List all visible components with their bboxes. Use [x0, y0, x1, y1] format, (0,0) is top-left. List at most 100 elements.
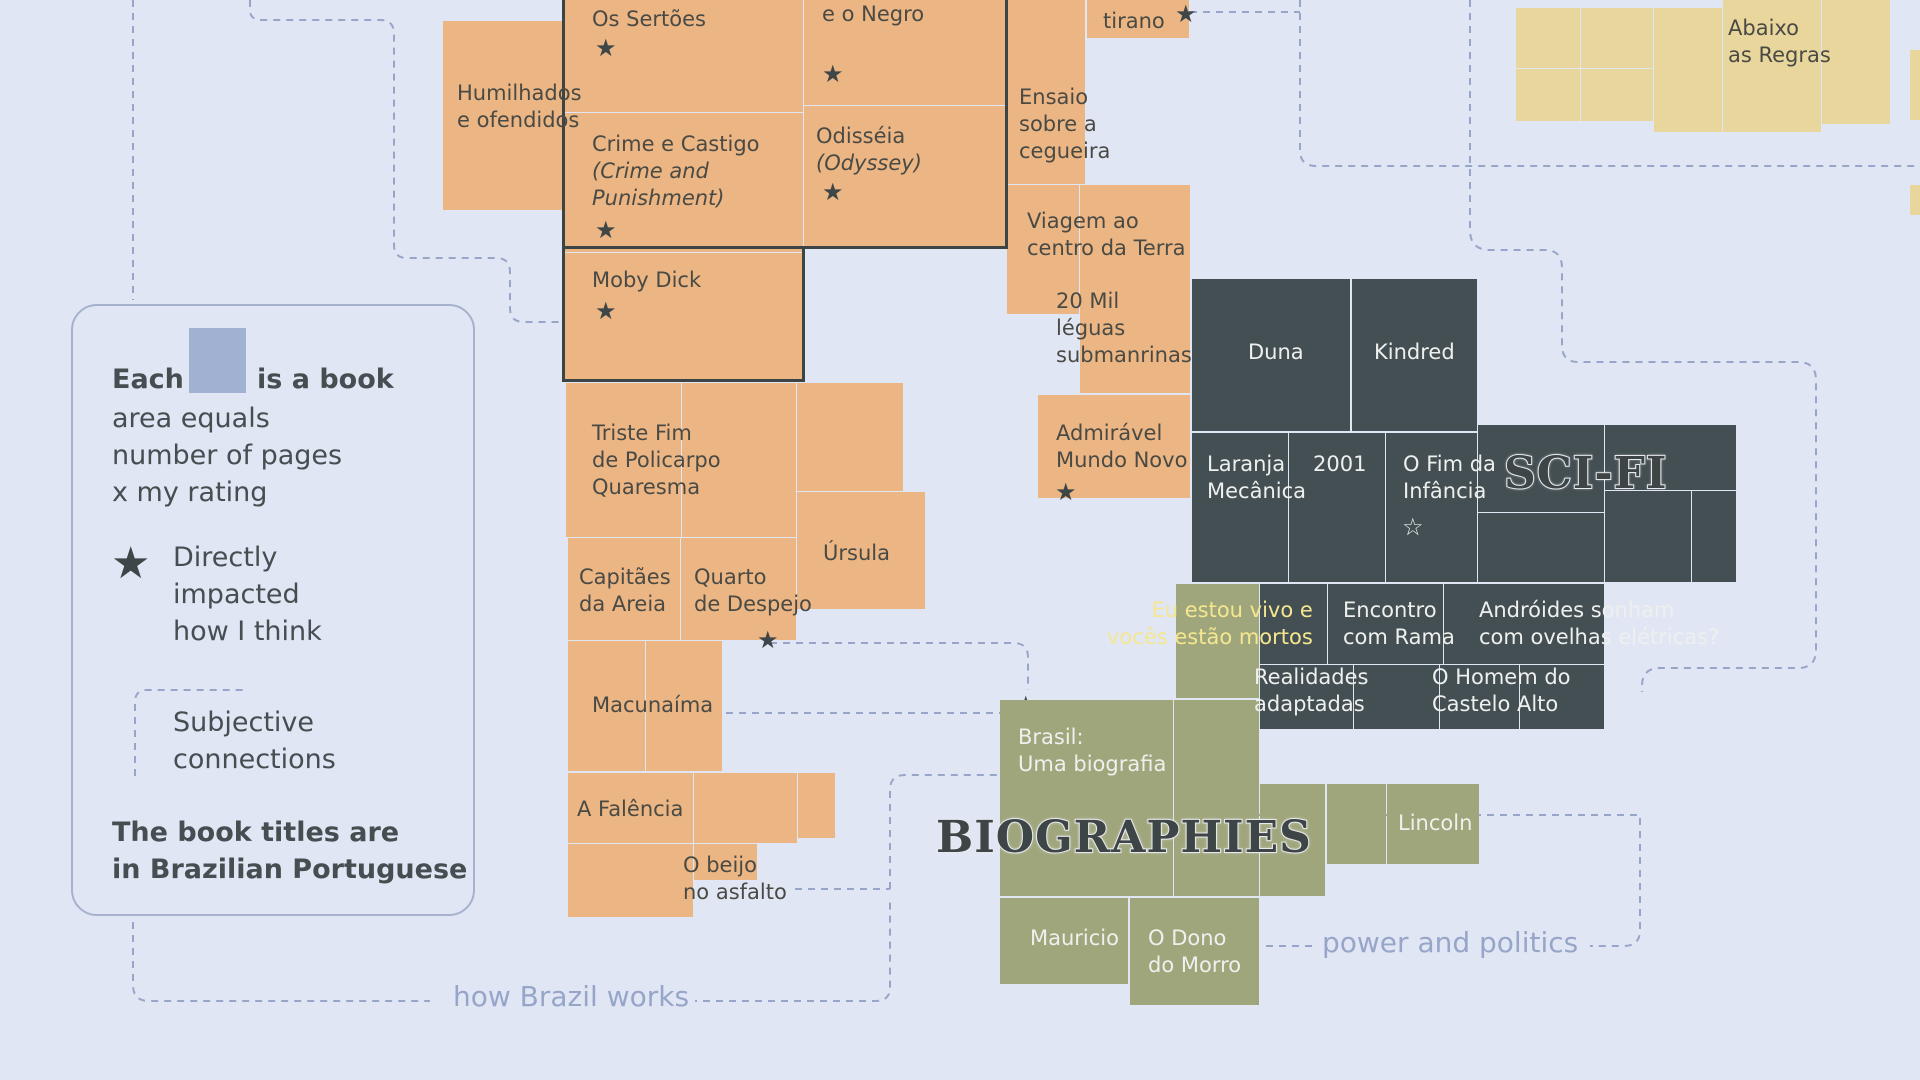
- book-title: Ensaio sobre a cegueira: [1019, 85, 1111, 163]
- legend-connections-text: Subjective connections: [173, 707, 336, 775]
- star-icon: ★: [1055, 478, 1077, 506]
- highlight-outline: [562, 246, 805, 382]
- book-admiravel: [1038, 395, 1190, 498]
- book-title: Macunaíma: [592, 693, 714, 717]
- book-block: [1174, 700, 1259, 896]
- book-moby-dick: [563, 253, 803, 381]
- book-fim-infancia: [1386, 433, 1477, 582]
- star-icon: ★: [757, 626, 779, 654]
- book-o-dono: [1130, 898, 1259, 1005]
- category-power-and-politics: power and politics: [1316, 926, 1585, 959]
- book-o-beijo: [694, 844, 757, 880]
- book-title: 20 Mil léguas submanrinas: [1056, 289, 1192, 367]
- book-title: Quarto de Despejo: [694, 565, 812, 616]
- star-outline-icon: ☆: [1402, 513, 1424, 541]
- book-title: Úrsula: [823, 541, 890, 565]
- book-odisseia: [804, 106, 1006, 247]
- legend-book-square: [189, 328, 246, 393]
- book-macunaima: [568, 641, 645, 771]
- book-block: [1354, 665, 1439, 729]
- book-title: Os Sertões: [592, 7, 706, 31]
- book-title: Kindred: [1374, 340, 1455, 364]
- book-title: Crime e Castigo: [592, 132, 760, 156]
- book-block: [1692, 491, 1736, 582]
- category-scifi: SCI-FI: [1503, 447, 1668, 500]
- book-block: [1520, 665, 1604, 729]
- book-title: Moby Dick: [592, 268, 702, 292]
- book-title: Encontro com Rama: [1343, 598, 1455, 649]
- book-eu-estou-vivo: [1260, 584, 1327, 664]
- book-block: [1260, 784, 1325, 896]
- category-biographies: BIOGRAPHIES: [935, 811, 1312, 864]
- book-title: 2001: [1313, 452, 1367, 476]
- book-capitaes: [568, 538, 680, 640]
- book-os-sertoes: [563, 0, 803, 112]
- star-icon: ★: [1175, 0, 1197, 28]
- book-block: [1910, 50, 1920, 120]
- book-block: [797, 383, 903, 491]
- book-crime-e-castigo: [563, 113, 803, 252]
- star-icon: ★: [822, 178, 844, 206]
- star-icon: ★: [111, 538, 151, 589]
- book-title: Mauricio: [1030, 926, 1119, 950]
- book-encontro: [1328, 584, 1443, 664]
- book-subtitle: (Odyssey): [816, 151, 922, 175]
- legend-connection-line: [134, 689, 243, 776]
- book-viagem: [1080, 185, 1190, 393]
- book-ensaio: [1007, 0, 1085, 184]
- book-2001: [1289, 433, 1385, 582]
- book-ursula: [797, 492, 925, 609]
- book-block: [1822, 0, 1890, 124]
- book-title: Odisséia: [816, 124, 906, 148]
- book-title: O Dono do Morro: [1148, 926, 1242, 977]
- book-title: Realidades adaptadas: [1254, 665, 1369, 716]
- book-block: [1581, 69, 1653, 121]
- book-block: [1516, 8, 1580, 68]
- book-block: [568, 844, 693, 917]
- book-duna: [1192, 279, 1350, 431]
- star-icon: ★: [595, 297, 617, 325]
- book-title: Triste Fim de Policarpo Quaresma: [592, 421, 721, 499]
- legend-is-a-book: is a book: [257, 364, 394, 395]
- book-title: O Fim da Infância: [1403, 452, 1496, 503]
- book-title: O Homem do Castelo Alto: [1432, 665, 1571, 716]
- book-title: Eu estou vivo e vocês estão mortos: [1107, 598, 1313, 649]
- book-block: [798, 773, 835, 838]
- book-mauricio: [1000, 898, 1128, 984]
- book-androides: [1444, 584, 1604, 664]
- book-title: e o Negro: [822, 2, 925, 26]
- category-how-brazil-works: how Brazil works: [447, 980, 696, 1013]
- book-homem-castelo: [1440, 665, 1519, 729]
- legend-each: Each: [112, 364, 184, 395]
- book-block: [1605, 491, 1691, 582]
- book-block: [1478, 513, 1604, 582]
- book-abaixo-as-regras: [1723, 0, 1821, 132]
- book-title: tirano: [1103, 9, 1165, 33]
- legend-star-text: Directly impacted how I think: [173, 542, 322, 647]
- book-title: Humilhados e ofendidos: [457, 81, 582, 132]
- book-block: [1007, 185, 1079, 314]
- book-a-falencia: [568, 773, 693, 843]
- legend: Each is a book area equals number of pag…: [71, 304, 475, 916]
- book-kindred: [1352, 279, 1477, 431]
- star-icon: ★: [822, 60, 844, 88]
- book-tirano: [1087, 0, 1189, 38]
- book-laranja: [1192, 433, 1288, 582]
- book-block: [1176, 584, 1259, 698]
- book-block: [1910, 185, 1920, 215]
- book-block: [1581, 8, 1653, 68]
- book-block: [1516, 69, 1580, 121]
- star-icon: ★: [595, 216, 617, 244]
- book-title: Viagem ao centro da Terra: [1027, 209, 1186, 260]
- book-title: Duna: [1248, 340, 1304, 364]
- book-title: Abaixo as Regras: [1728, 16, 1831, 67]
- book-title: Lincoln: [1398, 811, 1473, 835]
- legend-note: The book titles are in Brazilian Portugu…: [112, 817, 468, 885]
- book-block: [1327, 784, 1386, 864]
- star-icon: ★: [595, 34, 617, 62]
- book-title: A Falência: [577, 797, 684, 821]
- legend-area-text: area equals number of pages x my rating: [112, 403, 343, 508]
- book-lincoln: [1387, 784, 1479, 864]
- book-block: [682, 383, 796, 537]
